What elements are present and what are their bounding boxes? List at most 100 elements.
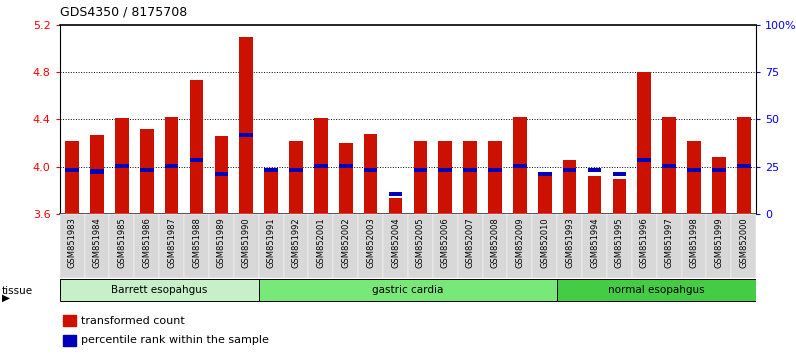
Bar (563, 168, 576, 172)
Bar (240, 133, 253, 137)
Bar (587, 176, 601, 214)
Text: GSM852002: GSM852002 (341, 217, 350, 268)
FancyBboxPatch shape (458, 214, 482, 278)
Bar (712, 168, 726, 172)
Bar (65, 168, 79, 172)
Bar (189, 80, 203, 214)
Bar (364, 168, 377, 172)
Bar (264, 168, 278, 172)
FancyBboxPatch shape (60, 214, 84, 278)
Text: GSM852004: GSM852004 (391, 217, 400, 268)
FancyBboxPatch shape (259, 214, 283, 278)
Bar (563, 160, 576, 214)
Bar (414, 168, 427, 172)
Text: ▶: ▶ (2, 292, 10, 302)
Bar (140, 129, 154, 214)
Bar (65, 141, 79, 214)
Bar (314, 164, 328, 168)
Bar (388, 198, 402, 214)
Bar (240, 36, 253, 214)
Text: transformed count: transformed count (80, 316, 185, 326)
Text: GSM851991: GSM851991 (267, 217, 275, 268)
Bar (140, 168, 154, 172)
Bar (215, 172, 228, 176)
Bar (638, 158, 651, 162)
Bar (165, 164, 178, 168)
Bar (538, 172, 552, 176)
FancyBboxPatch shape (234, 214, 259, 278)
FancyBboxPatch shape (209, 214, 234, 278)
Bar (115, 164, 129, 168)
Text: GSM852007: GSM852007 (466, 217, 474, 268)
Text: GSM851987: GSM851987 (167, 217, 176, 268)
FancyBboxPatch shape (657, 214, 681, 278)
Text: GSM851993: GSM851993 (565, 217, 574, 268)
Bar (662, 164, 676, 168)
FancyBboxPatch shape (732, 214, 756, 278)
Bar (339, 143, 353, 214)
Bar (638, 72, 651, 214)
Text: GSM851997: GSM851997 (665, 217, 673, 268)
Text: GSM851986: GSM851986 (142, 217, 151, 268)
Bar (364, 134, 377, 214)
Text: GSM851989: GSM851989 (217, 217, 226, 268)
FancyBboxPatch shape (582, 214, 607, 278)
Text: GSM851985: GSM851985 (117, 217, 127, 268)
Text: GSM851992: GSM851992 (291, 217, 301, 268)
Text: GSM851990: GSM851990 (242, 217, 251, 268)
Bar (737, 117, 751, 214)
FancyBboxPatch shape (408, 214, 433, 278)
FancyBboxPatch shape (259, 279, 557, 302)
Text: GSM852009: GSM852009 (515, 217, 525, 268)
Bar (513, 117, 527, 214)
FancyBboxPatch shape (184, 214, 209, 278)
Text: GSM852000: GSM852000 (739, 217, 748, 268)
Bar (189, 158, 203, 162)
FancyBboxPatch shape (433, 214, 458, 278)
Bar (289, 141, 302, 214)
Bar (414, 141, 427, 214)
Bar (215, 136, 228, 214)
Bar (538, 176, 552, 214)
Bar (513, 164, 527, 168)
FancyBboxPatch shape (681, 214, 706, 278)
Text: percentile rank within the sample: percentile rank within the sample (80, 335, 268, 345)
Bar (613, 179, 626, 214)
Text: tissue: tissue (2, 286, 33, 296)
Text: Barrett esopahgus: Barrett esopahgus (111, 285, 208, 295)
Text: GSM851983: GSM851983 (68, 217, 76, 268)
Bar (463, 168, 477, 172)
Bar (712, 157, 726, 214)
FancyBboxPatch shape (533, 214, 557, 278)
Text: normal esopahgus: normal esopahgus (608, 285, 705, 295)
FancyBboxPatch shape (557, 279, 756, 302)
FancyBboxPatch shape (383, 214, 408, 278)
FancyBboxPatch shape (109, 214, 135, 278)
Text: GDS4350 / 8175708: GDS4350 / 8175708 (60, 5, 187, 18)
Bar (737, 164, 751, 168)
Text: GSM851995: GSM851995 (615, 217, 624, 268)
FancyBboxPatch shape (308, 214, 334, 278)
FancyBboxPatch shape (135, 214, 159, 278)
FancyBboxPatch shape (706, 214, 732, 278)
FancyBboxPatch shape (84, 214, 109, 278)
FancyBboxPatch shape (507, 214, 533, 278)
Text: GSM851984: GSM851984 (92, 217, 102, 268)
Bar (439, 168, 452, 172)
Bar (264, 169, 278, 214)
Text: gastric cardia: gastric cardia (373, 285, 443, 295)
Text: GSM852001: GSM852001 (316, 217, 326, 268)
Text: GSM851996: GSM851996 (640, 217, 649, 268)
Bar (488, 141, 501, 214)
Bar (613, 172, 626, 176)
Text: GSM851994: GSM851994 (590, 217, 599, 268)
Bar (488, 168, 501, 172)
Bar (314, 118, 328, 214)
FancyBboxPatch shape (557, 214, 582, 278)
Bar (662, 117, 676, 214)
Text: GSM852003: GSM852003 (366, 217, 375, 268)
Bar (439, 141, 452, 214)
FancyBboxPatch shape (60, 279, 259, 302)
Bar (388, 192, 402, 196)
Bar (63, 335, 76, 346)
